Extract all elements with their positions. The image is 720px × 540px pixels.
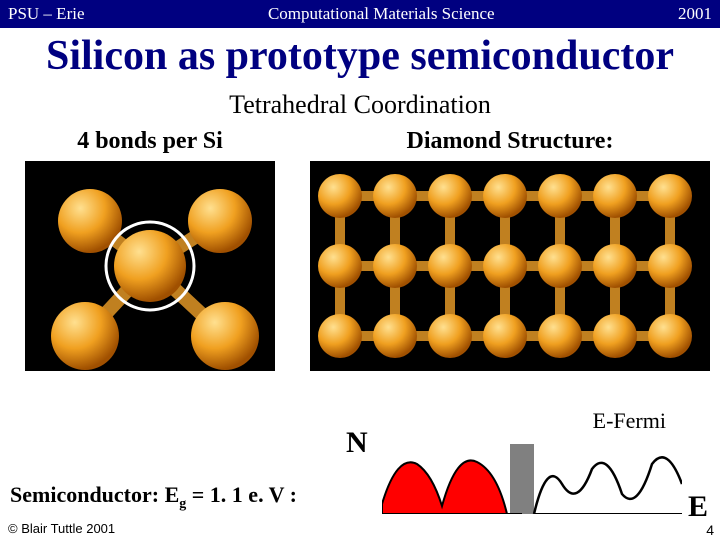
efermi-label: E-Fermi xyxy=(593,408,666,434)
header-bar: PSU – Erie Computational Materials Scien… xyxy=(0,0,720,28)
semiline-suffix: = 1. 1 e. V : xyxy=(186,482,297,507)
semiline-prefix: Semiconductor: E xyxy=(10,482,179,507)
columns: 4 bonds per Si Diamond Structure: xyxy=(0,128,720,376)
column-right: Diamond Structure: xyxy=(300,128,720,376)
page-number: 4 xyxy=(706,522,714,538)
copyright: © Blair Tuttle 2001 xyxy=(8,521,115,536)
semiconductor-line: Semiconductor: Eg = 1. 1 e. V : xyxy=(10,482,297,512)
tetrahedral-diagram xyxy=(25,161,275,371)
header-left: PSU – Erie xyxy=(8,4,85,24)
header-right: 2001 xyxy=(678,4,712,24)
column-left: 4 bonds per Si xyxy=(0,128,300,376)
diamond-lattice-diagram xyxy=(310,161,710,371)
header-center: Computational Materials Science xyxy=(85,4,679,24)
left-label: 4 bonds per Si xyxy=(0,128,300,155)
subtitle: Tetrahedral Coordination xyxy=(0,90,720,120)
dos-figure: N E-Fermi E xyxy=(346,408,706,518)
page-title: Silicon as prototype semiconductor xyxy=(0,32,720,80)
n-axis-label: N xyxy=(346,426,368,460)
right-label: Diamond Structure: xyxy=(300,128,720,155)
density-of-states-plot xyxy=(382,434,682,514)
e-axis-label: E xyxy=(688,490,708,524)
